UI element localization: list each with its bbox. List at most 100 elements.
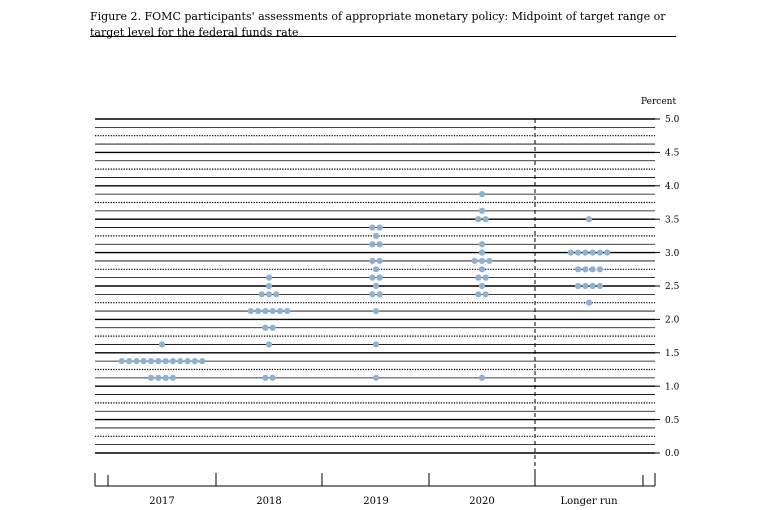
- data-dot: [376, 291, 383, 298]
- data-dot: [478, 266, 486, 273]
- data-dot: [478, 191, 486, 198]
- data-dot: [265, 274, 273, 281]
- data-dot: [372, 266, 380, 273]
- y-tick-label: 2.5: [665, 282, 680, 292]
- x-category-label: Longer run: [560, 496, 618, 507]
- data-dot: [372, 282, 380, 290]
- data-dot: [589, 282, 596, 290]
- data-dot: [262, 307, 269, 315]
- data-dot: [372, 374, 380, 381]
- data-dot: [265, 282, 273, 290]
- y-tick-label: 0.0: [665, 449, 680, 459]
- data-dot: [262, 324, 269, 331]
- data-dot: [254, 307, 262, 315]
- labels: 5.0 4.5 4.0 3.5 3.0 2.5 2.0 1.5 1.0 0.5 0.0 Percent…: [149, 97, 679, 507]
- data-dot: [369, 241, 376, 248]
- data-dot: [162, 374, 169, 381]
- data-dot: [589, 266, 596, 273]
- data-dot: [482, 216, 489, 223]
- data-dot: [147, 358, 155, 365]
- data-dot: [262, 374, 269, 381]
- y-tick-label: 4.0: [665, 182, 680, 192]
- data-dot: [269, 307, 276, 315]
- data-dot: [199, 358, 206, 365]
- data-dot: [475, 291, 482, 298]
- y-axis-label: Percent: [641, 97, 676, 107]
- data-dot: [162, 358, 169, 365]
- data-dot: [482, 291, 489, 298]
- data-dot: [585, 299, 593, 306]
- y-tick-label: 0.5: [665, 416, 680, 426]
- y-tick-label: 3.5: [665, 215, 680, 225]
- data-dot: [574, 282, 582, 290]
- data-dot: [482, 274, 489, 281]
- figure-title: Figure 2. FOMC participants' assessments…: [90, 10, 666, 39]
- data-dot: [155, 358, 162, 365]
- data-dot: [585, 216, 593, 223]
- data-dot: [471, 257, 478, 265]
- x-category-label: 2020: [469, 496, 494, 507]
- data-dot: [478, 257, 486, 265]
- data-dot: [169, 358, 177, 365]
- data-dot: [372, 341, 380, 348]
- data-dot: [276, 307, 284, 315]
- title-underline: [90, 36, 676, 37]
- axes: [94, 118, 660, 487]
- y-tick-label: 4.5: [665, 149, 680, 159]
- data-dot: [478, 241, 486, 248]
- data-dot: [596, 249, 604, 256]
- data-dot: [273, 291, 280, 298]
- data-dot: [269, 374, 276, 381]
- data-dot: [376, 257, 383, 265]
- data-dot: [486, 257, 493, 265]
- data-dot: [478, 374, 486, 381]
- y-tick-label: 2.0: [665, 316, 680, 326]
- dots: [118, 191, 611, 381]
- data-dot: [376, 274, 383, 281]
- data-dot: [582, 282, 589, 290]
- data-dot: [478, 249, 486, 256]
- data-dot: [133, 358, 140, 365]
- y-tick-label: 3.0: [665, 249, 680, 259]
- data-dot: [140, 358, 147, 365]
- x-category-label: 2019: [363, 496, 388, 507]
- data-dot: [376, 224, 383, 231]
- data-dot: [372, 232, 380, 239]
- data-dot: [184, 358, 191, 365]
- data-dot: [478, 282, 486, 290]
- data-dot: [369, 224, 376, 231]
- data-dot: [372, 307, 380, 315]
- data-dot: [177, 358, 184, 365]
- data-dot: [596, 282, 604, 290]
- data-dot: [258, 291, 265, 298]
- data-dot: [589, 249, 596, 256]
- data-dot: [126, 358, 133, 365]
- data-dot: [369, 291, 376, 298]
- x-category-label: 2017: [149, 496, 174, 507]
- data-dot: [147, 374, 155, 381]
- data-dot: [574, 266, 582, 273]
- data-dot: [478, 207, 486, 214]
- y-tick-label: 1.5: [665, 349, 680, 359]
- y-tick-label: 1.0: [665, 382, 680, 392]
- data-dot: [369, 257, 376, 265]
- data-dot: [582, 249, 589, 256]
- data-dot: [269, 324, 276, 331]
- data-dot: [265, 341, 273, 348]
- data-dot: [574, 249, 582, 256]
- data-dot: [169, 374, 177, 381]
- data-dot: [596, 266, 604, 273]
- data-dot: [475, 274, 482, 281]
- data-dot: [265, 291, 273, 298]
- data-dot: [475, 216, 482, 223]
- data-dot: [247, 307, 254, 315]
- data-dot: [369, 274, 376, 281]
- data-dot: [376, 241, 383, 248]
- x-category-label: 2018: [256, 496, 281, 507]
- data-dot: [158, 341, 166, 348]
- data-dot: [155, 374, 162, 381]
- data-dot: [582, 266, 589, 273]
- data-dot: [567, 249, 574, 256]
- data-dot: [118, 358, 125, 365]
